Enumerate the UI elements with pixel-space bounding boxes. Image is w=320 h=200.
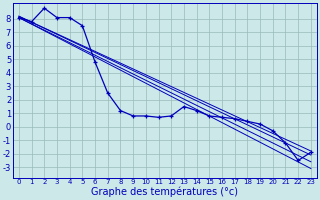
X-axis label: Graphe des températures (°c): Graphe des températures (°c): [92, 187, 238, 197]
